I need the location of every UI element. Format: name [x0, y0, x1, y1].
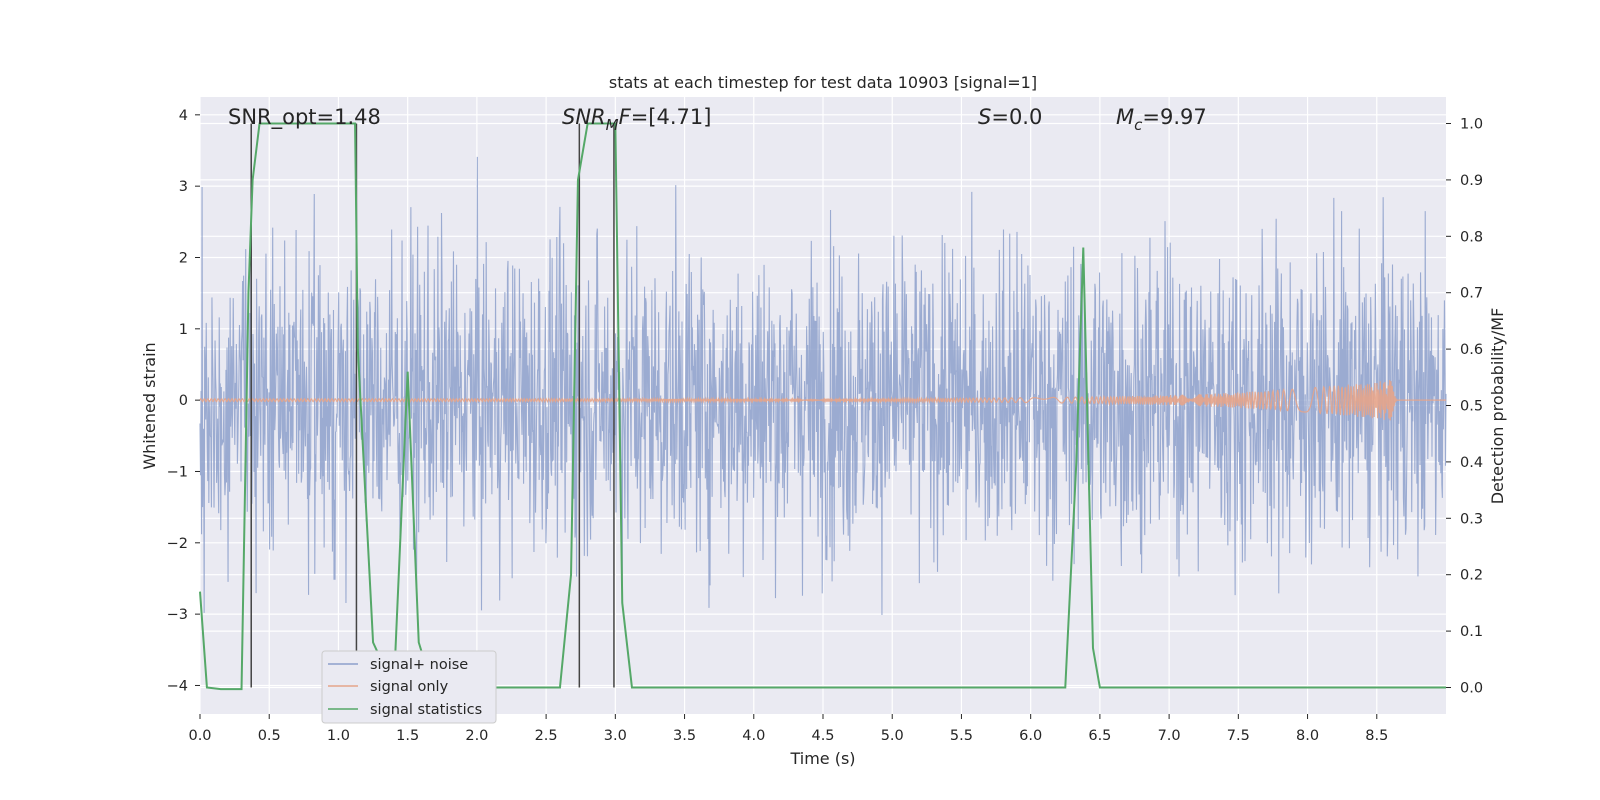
- annotation-snr-mf-main: SNR: [562, 105, 606, 129]
- x-axis-label: Time (s): [789, 749, 855, 768]
- x-tick-label: 3.0: [604, 728, 627, 744]
- y-axis-ticks: 4 3 2 1 0 −1 −2 −3 −4: [167, 108, 200, 694]
- y-tick-label: 3: [179, 179, 188, 195]
- x-tick-label: 8.0: [1296, 728, 1319, 744]
- x-tick-label: 1.5: [396, 728, 419, 744]
- x-tick-label: 0.0: [188, 728, 211, 744]
- x-tick-label: 2.0: [465, 728, 488, 744]
- y2-tick-label: 0.5: [1460, 399, 1483, 415]
- x-tick-label: 5.5: [950, 728, 973, 744]
- annotation-mc-sub: c: [1134, 116, 1143, 134]
- legend-label-noise: signal+ noise: [370, 657, 468, 673]
- annotation-s-value: =0.0: [991, 105, 1042, 129]
- annotation-snr-mf: SNRMF=[4.71]: [562, 105, 711, 134]
- x-tick-label: 3.5: [673, 728, 696, 744]
- legend-label-signal: signal only: [370, 679, 449, 695]
- statistic-line: [199, 122, 1446, 691]
- y-tick-label: 2: [179, 250, 188, 266]
- y-tick-label: 0: [179, 393, 188, 409]
- y-tick-label: −4: [167, 678, 188, 694]
- y2-tick-label: 0.6: [1460, 342, 1483, 358]
- x-axis-ticks: 0.0 0.5 1.0 1.5 2.0 2.5 3.0 3.5 4.0 4.5 5.0 5.5 6.0 6…: [188, 714, 1388, 744]
- y2-tick-label: 0.0: [1460, 680, 1483, 696]
- x-tick-label: 0.5: [258, 728, 281, 744]
- annotation-snr-mf-value: =[4.71]: [631, 105, 712, 129]
- x-tick-label: 4.0: [742, 728, 765, 744]
- y-tick-label: 1: [179, 322, 188, 338]
- y-tick-label: 4: [179, 108, 188, 124]
- annotation-s: S=0.0: [978, 105, 1042, 129]
- annotation-mc-value: =9.97: [1142, 105, 1206, 129]
- legend-label-stat: signal statistics: [370, 702, 482, 718]
- annotation-snr-opt: SNR_opt=1.48: [228, 105, 381, 130]
- y2-tick-label: 0.2: [1460, 568, 1483, 584]
- series-signal-only: [199, 379, 1446, 421]
- y2-axis-ticks: 1.0 0.9 0.8 0.7 0.6 0.5 0.4 0.3 0.2 0.1 0.0: [1446, 117, 1483, 696]
- legend: signal+ noise signal only signal statist…: [321, 650, 497, 724]
- signal-line: [199, 379, 1446, 421]
- annotation-mc: Mc=9.97: [1116, 105, 1207, 134]
- legend-box: [321, 650, 497, 724]
- annotation-mc-main: M: [1116, 105, 1134, 129]
- annotation-s-main: S: [978, 105, 991, 129]
- x-tick-label: 4.5: [811, 728, 834, 744]
- x-tick-label: 2.5: [535, 728, 558, 744]
- x-tick-label: 1.0: [327, 728, 350, 744]
- y2-tick-label: 0.4: [1460, 455, 1483, 471]
- annotation-snr-mf-tail: F: [619, 105, 632, 129]
- annotation-snr-mf-sub: M: [606, 116, 619, 134]
- series-signal-statistics: [199, 122, 1446, 691]
- y-tick-label: −1: [167, 464, 188, 480]
- y2-tick-label: 0.3: [1460, 511, 1483, 527]
- y2-tick-label: 1.0: [1460, 117, 1483, 133]
- y-tick-label: −2: [167, 536, 188, 552]
- y2-tick-label: 0.1: [1460, 624, 1483, 640]
- x-tick-label: 8.5: [1365, 728, 1388, 744]
- y2-tick-label: 0.8: [1460, 229, 1483, 245]
- y2-tick-label: 0.7: [1460, 286, 1483, 302]
- y2-axis-label: Detection probability/MF: [1488, 308, 1507, 505]
- y-axis-label: Whitened strain: [140, 342, 159, 469]
- x-tick-label: 7.5: [1227, 728, 1250, 744]
- y2-tick-label: 0.9: [1460, 173, 1483, 189]
- x-tick-label: 7.0: [1158, 728, 1181, 744]
- x-tick-label: 5.0: [881, 728, 904, 744]
- y-tick-label: −3: [167, 607, 188, 623]
- x-tick-label: 6.0: [1019, 728, 1042, 744]
- x-tick-label: 6.5: [1088, 728, 1111, 744]
- chart-title: stats at each timestep for test data 109…: [609, 73, 1037, 92]
